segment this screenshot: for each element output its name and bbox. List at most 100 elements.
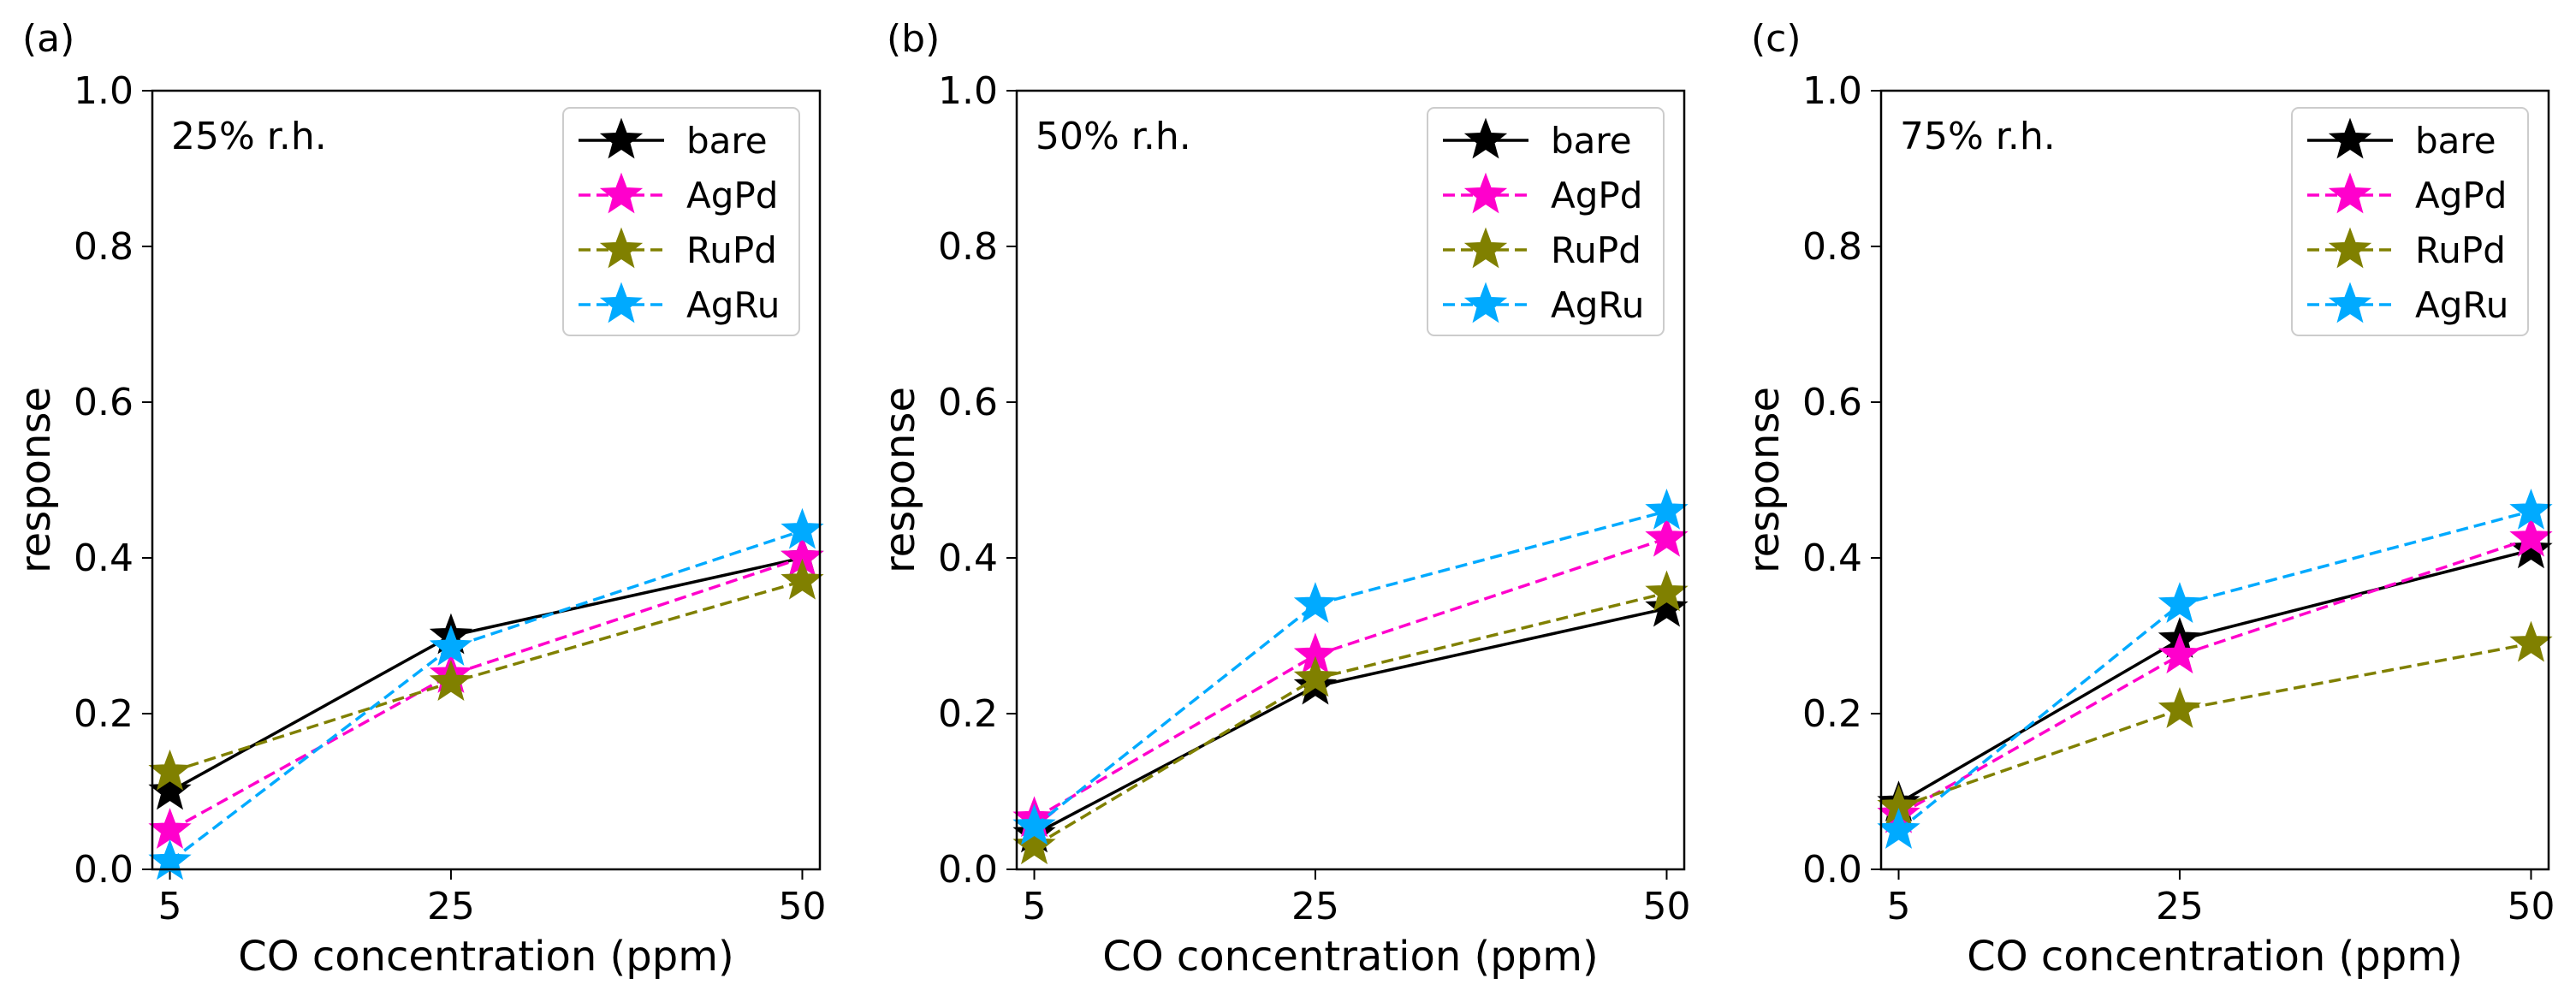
data-point-AgRu-5 (1012, 803, 1056, 845)
legend-label-bare: bare (686, 120, 768, 162)
y-tick-label: 0.8 (938, 225, 998, 269)
legend-marker-AgRu (599, 282, 644, 323)
data-point-AgRu-25 (2158, 582, 2202, 623)
x-axis-title: CO concentration (ppm) (238, 933, 733, 981)
data-point-AgRu-5 (148, 839, 192, 880)
legend-label-AgPd: AgPd (2415, 175, 2507, 216)
legend-marker-AgPd (2328, 172, 2372, 214)
y-axis-title: response (1741, 387, 1789, 573)
chart-panel-0: (a) 0.0 0.2 0.4 0.6 0.8 1.0 5 25 50 CO concentrati… (12, 17, 826, 981)
legend-label-bare: bare (1551, 120, 1632, 162)
y-tick-label: 0.6 (938, 381, 998, 424)
data-point-RuPd-50 (1645, 570, 1689, 612)
plot-frame (1879, 89, 2550, 871)
legend-label-AgPd: AgPd (686, 175, 778, 216)
legend: bare AgPd RuPd AgRu (562, 107, 800, 336)
legend-box (2291, 107, 2529, 336)
data-point-AgRu-5 (1877, 808, 1920, 849)
y-tick-label: 0.0 (938, 848, 998, 892)
x-axis-title: CO concentration (ppm) (1102, 933, 1598, 981)
series-line-AgRu (1033, 509, 1667, 828)
data-point-RuPd-50 (2509, 620, 2553, 662)
legend-label-AgRu: AgRu (686, 284, 780, 326)
y-tick-label: 0.2 (74, 692, 134, 736)
y-tick-label: 0.6 (1802, 381, 1862, 424)
legend-label-AgRu: AgRu (2415, 284, 2508, 326)
legend-marker-bare (1463, 117, 1508, 159)
plot-frame (151, 89, 822, 871)
data-point-RuPd-50 (781, 558, 824, 600)
y-tick-label: 0.0 (1802, 848, 1862, 892)
data-point-AgPd-50 (1645, 515, 1689, 557)
legend-box (1427, 107, 1665, 336)
data-point-RuPd-25 (429, 660, 473, 701)
y-tick-label: 1.0 (74, 69, 134, 113)
x-tick-label: 50 (2507, 885, 2555, 928)
humidity-annotation: 25% r.h. (171, 115, 327, 158)
data-point-bare-50 (2509, 527, 2553, 569)
series-line-AgPd (169, 556, 804, 833)
legend-marker-AgRu (2328, 282, 2372, 323)
x-tick-label: 5 (1887, 885, 1911, 928)
x-tick-label: 25 (1291, 885, 1339, 928)
x-tick-label: 25 (2156, 885, 2204, 928)
data-point-AgPd-50 (2509, 515, 2553, 557)
panel-label: (a) (22, 17, 74, 61)
y-tick-label: 0.8 (74, 225, 134, 269)
legend-marker-RuPd (1463, 227, 1508, 269)
y-tick-label: 0.4 (74, 537, 134, 580)
legend-marker-bare (2328, 117, 2372, 159)
legend-label-AgRu: AgRu (1551, 284, 1644, 326)
legend-label-RuPd: RuPd (2415, 229, 2506, 271)
legend-marker-AgPd (599, 172, 644, 214)
legend-marker-bare (599, 117, 644, 159)
y-tick-label: 0.0 (74, 848, 134, 892)
data-point-AgPd-25 (2158, 632, 2202, 674)
legend-label-RuPd: RuPd (1551, 229, 1641, 271)
legend-marker-AgRu (1463, 282, 1508, 323)
series-AgRu (1012, 488, 1689, 845)
legend-marker-AgPd (1463, 172, 1508, 214)
legend: bare AgPd RuPd AgRu (1427, 107, 1665, 336)
legend-marker-RuPd (599, 227, 644, 269)
chart-panel-1: (b) 0.0 0.2 0.4 0.6 0.8 1.0 5 25 50 CO concentrati… (876, 17, 1690, 981)
legend-box (562, 107, 800, 336)
series-RuPd (1012, 570, 1689, 865)
y-tick-label: 0.4 (938, 537, 998, 580)
legend-label-bare: bare (2415, 120, 2496, 162)
data-point-bare-50 (1645, 585, 1689, 627)
series-AgRu (148, 507, 824, 880)
panels: (a) 0.0 0.2 0.4 0.6 0.8 1.0 5 25 50 CO concentrati… (12, 17, 2555, 981)
humidity-annotation: 50% r.h. (1036, 115, 1191, 158)
humidity-annotation: 75% r.h. (1900, 115, 2056, 158)
y-tick-label: 0.2 (1802, 692, 1862, 736)
data-point-AgRu-25 (429, 625, 473, 667)
y-tick-label: 1.0 (1802, 69, 1862, 113)
legend: bare AgPd RuPd AgRu (2291, 107, 2529, 336)
panel-label: (c) (1751, 17, 1801, 61)
x-tick-label: 25 (427, 885, 475, 928)
y-tick-label: 0.6 (74, 381, 134, 424)
x-tick-label: 5 (1023, 885, 1047, 928)
legend-marker-RuPd (2328, 227, 2372, 269)
data-point-RuPd-25 (1293, 655, 1338, 697)
x-tick-label: 50 (778, 885, 826, 928)
y-axis-title: response (12, 387, 60, 573)
x-axis-title: CO concentration (ppm) (1967, 933, 2462, 981)
y-tick-label: 1.0 (938, 69, 998, 113)
y-tick-label: 0.4 (1802, 537, 1862, 580)
data-point-AgRu-50 (1645, 488, 1689, 530)
y-tick-label: 0.2 (938, 692, 998, 736)
data-point-RuPd-5 (1012, 823, 1056, 865)
data-point-AgRu-50 (781, 507, 824, 549)
data-point-AgRu-50 (2509, 488, 2553, 530)
data-point-AgRu-25 (1293, 582, 1338, 623)
y-axis-title: response (876, 387, 924, 573)
series-RuPd (148, 558, 824, 791)
legend-label-AgPd: AgPd (1551, 175, 1642, 216)
x-tick-label: 5 (158, 885, 182, 928)
plot-frame (1015, 89, 1686, 871)
y-tick-label: 0.8 (1802, 225, 1862, 269)
